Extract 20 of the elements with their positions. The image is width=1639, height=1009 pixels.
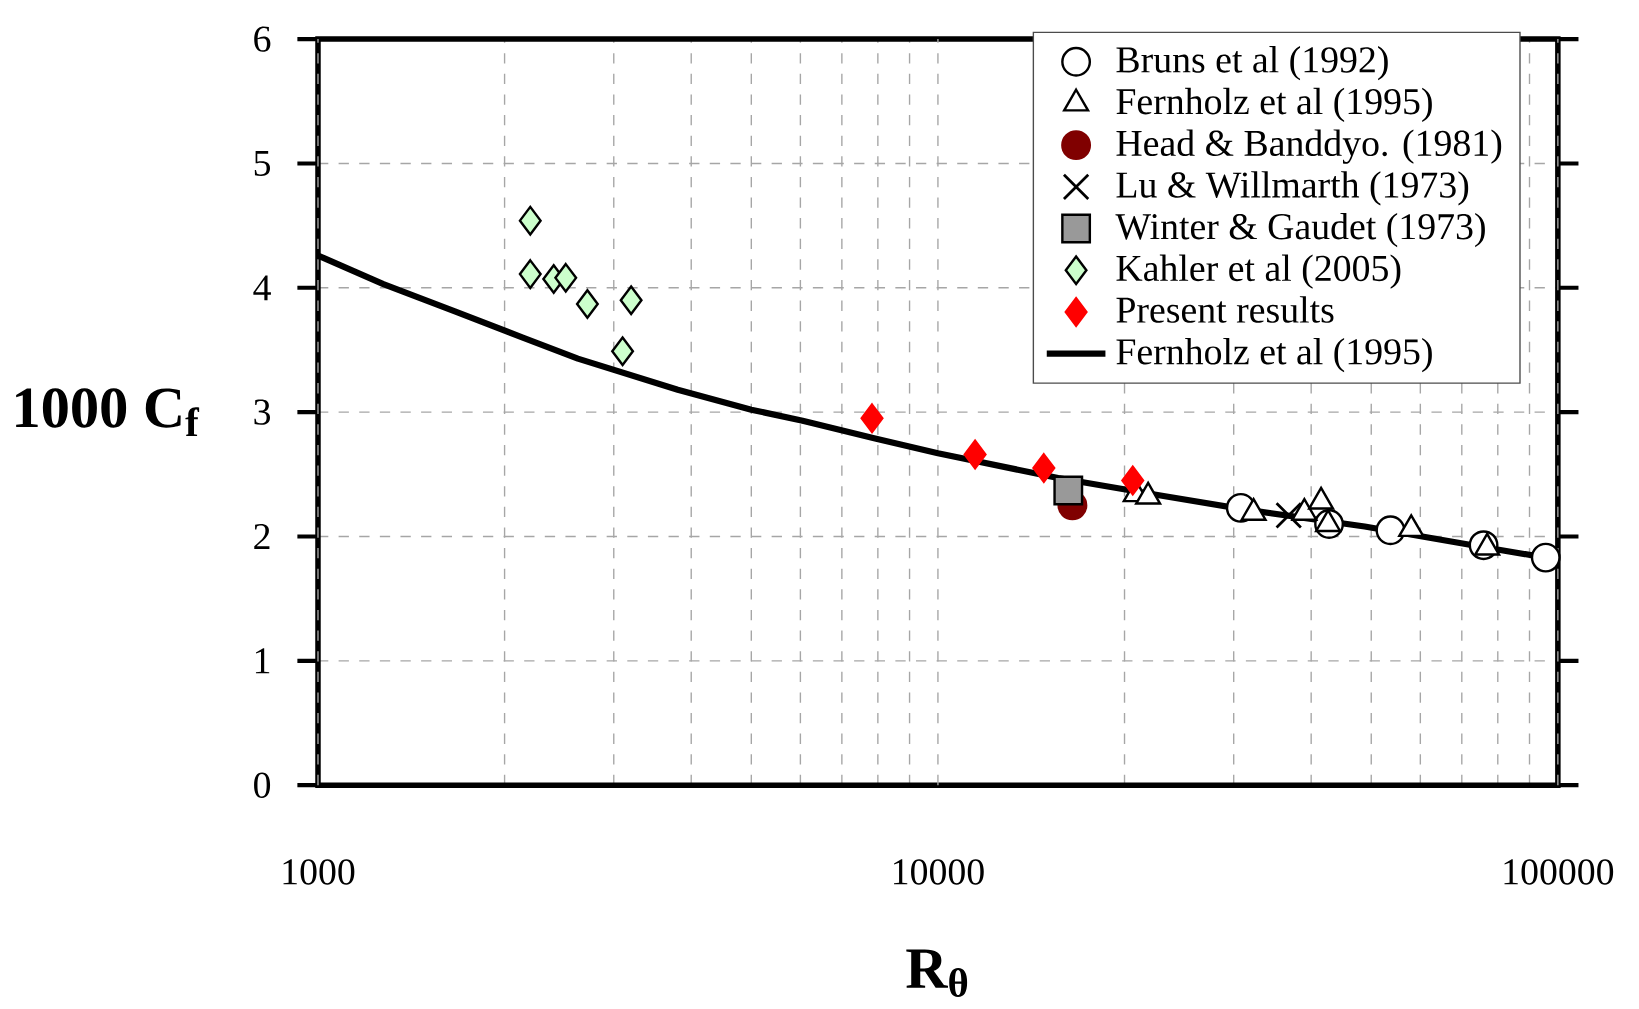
legend-label: Fernholz et al (1995) <box>1116 338 1432 373</box>
legend-label: Head & Banddyo. (1981) <box>1116 129 1502 165</box>
y-tick-label: 4 <box>253 275 271 301</box>
legend-label: Lu & Willmarth (1973) <box>1116 171 1469 206</box>
y-tick-label: 0 <box>254 772 271 799</box>
x-tick-label: 100000 <box>1504 859 1614 885</box>
y-tick-label: 5 <box>254 151 271 177</box>
legend-label: Kahler et al (2005) <box>1116 254 1401 290</box>
x-tick-label: 10000 <box>894 859 984 885</box>
x-tick-label: 1000 <box>283 859 355 885</box>
y-axis-title: 1000 C$_{f}$ <box>16 388 200 437</box>
legend-label: Bruns et al (1992) <box>1116 46 1388 81</box>
y-tick-label: 1 <box>255 648 270 674</box>
x-axis-title: R$_{θ}$ <box>906 949 968 998</box>
y-tick-label: 2 <box>254 524 270 550</box>
legend-label: Present results <box>1116 296 1334 324</box>
legend-label: Winter & Gaudet (1973) <box>1115 213 1485 248</box>
y-tick-label: 6 <box>254 26 271 53</box>
legend-label: Fernholz et al (1995) <box>1116 88 1432 123</box>
y-tick-label: 3 <box>254 399 271 426</box>
